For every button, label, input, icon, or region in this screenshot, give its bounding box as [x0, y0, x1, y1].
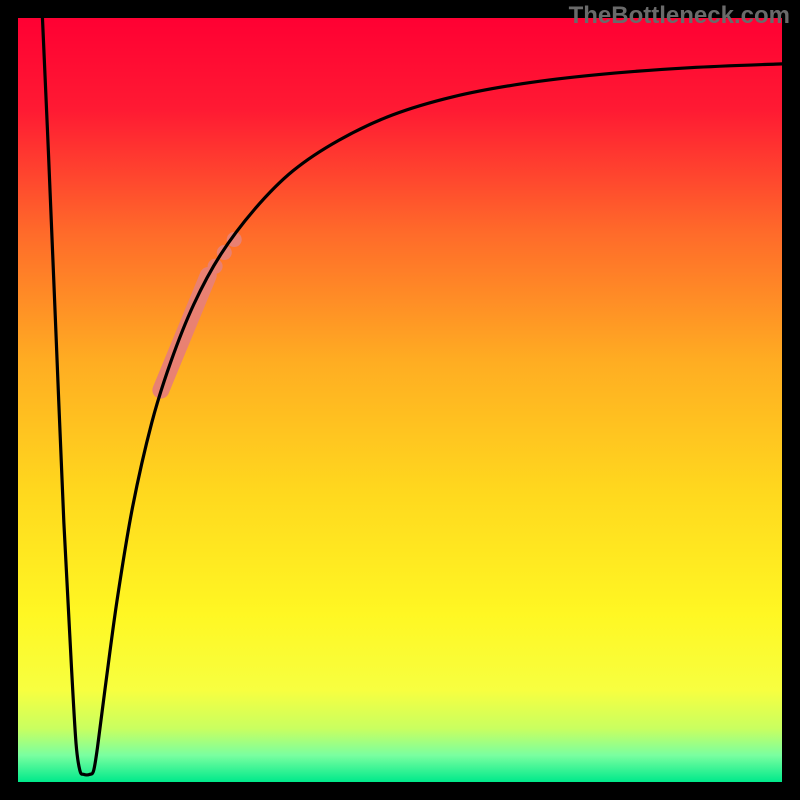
watermark-label: TheBottleneck.com — [569, 2, 790, 30]
plot-area — [18, 18, 782, 782]
gradient-background — [18, 18, 782, 782]
plot-svg — [18, 18, 782, 782]
bottleneck-chart: TheBottleneck.com — [0, 0, 800, 800]
